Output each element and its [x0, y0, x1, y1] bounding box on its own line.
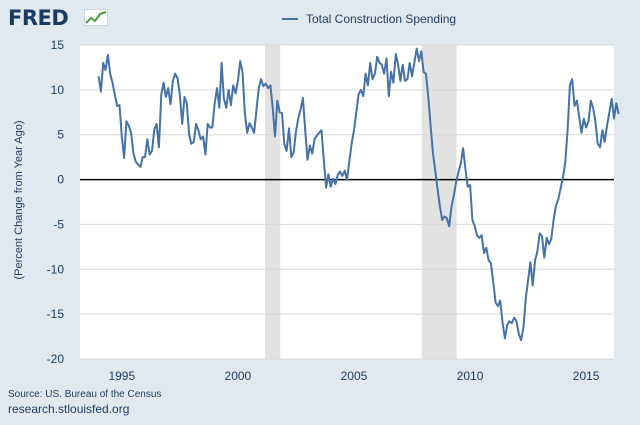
- plot-area: [80, 45, 614, 359]
- y-tick-label: 15: [51, 38, 65, 52]
- x-tick-label: 1995: [108, 369, 135, 383]
- x-tick-label: 2005: [341, 369, 368, 383]
- x-tick-label: 2015: [573, 369, 600, 383]
- chart-legend: Total Construction Spending: [282, 11, 456, 27]
- fred-logo[interactable]: FRED: [8, 6, 69, 30]
- y-tick-label: -10: [47, 262, 65, 276]
- graph-icon: [84, 9, 108, 26]
- chart-header: FRED Total Construction Spending: [0, 0, 640, 36]
- y-tick-label: 10: [51, 83, 65, 97]
- source-url[interactable]: research.stlouisfed.org: [8, 402, 130, 416]
- y-axis-label: (Percent Change from Year Ago): [13, 121, 25, 280]
- source-note: Source: US. Bureau of the Census: [8, 389, 162, 400]
- x-tick-label: 2010: [457, 369, 484, 383]
- recession-band: [265, 45, 281, 359]
- legend-label: Total Construction Spending: [306, 12, 457, 26]
- y-tick-label: -15: [47, 307, 65, 321]
- recession-band: [421, 45, 457, 359]
- y-tick-label: 5: [57, 128, 64, 142]
- legend-swatch: [282, 18, 298, 20]
- chart-footer: Source: US. Bureau of the Census researc…: [8, 388, 161, 417]
- series-line[interactable]: [97, 47, 620, 342]
- y-tick-label: -20: [47, 352, 65, 366]
- y-tick-label: -5: [53, 217, 64, 231]
- y-tick-label: 0: [57, 173, 64, 187]
- x-tick-label: 2000: [225, 369, 252, 383]
